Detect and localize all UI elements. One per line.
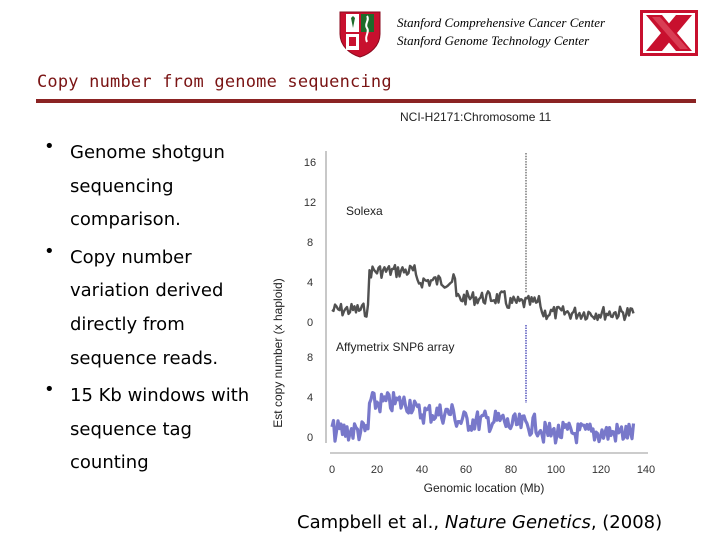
x-tick-label: 80 [505, 464, 517, 476]
copy-number-figure: NCI-H2171:Chromosome 11 Est copy number … [271, 110, 655, 495]
x-tick-label: 40 [416, 464, 428, 476]
solexa-tick-label: 4 [307, 277, 313, 289]
citation-journal: Nature Genetics [444, 512, 591, 533]
bullet-line: directly from [70, 313, 185, 335]
citation-suffix: , (2008) [590, 512, 663, 533]
snp6-ticks: 8 4 0 [307, 352, 313, 444]
bullet-line: variation derived [70, 280, 224, 302]
x-tick-label: 100 [547, 464, 565, 476]
solexa-ticks: 16 12 8 4 0 [304, 157, 316, 329]
figure-xlabel: Genomic location (Mb) [424, 481, 545, 495]
bullet-line: sequence reads. [70, 347, 219, 369]
bullet-item: • 15 Kb windows with sequence tag counti… [44, 379, 284, 480]
solexa-tick-label: 8 [307, 237, 313, 249]
snp6-tick-label: 4 [307, 392, 313, 404]
bullet-line: sequencing [70, 175, 174, 197]
solexa-tick-label: 16 [304, 157, 316, 169]
x-tick-label: 20 [371, 464, 383, 476]
stanford-shield-icon [339, 11, 381, 58]
x-tick-label: 140 [637, 464, 655, 476]
x-tick-label: 120 [592, 464, 610, 476]
title-divider [36, 99, 696, 103]
solexa-copy-number-trace [331, 263, 635, 322]
bullet-line: comparison. [70, 209, 181, 231]
bullet-dot-icon: • [44, 136, 55, 157]
snp6-tick-label: 8 [307, 352, 313, 364]
header-line-2: Stanford Genome Technology Center [397, 33, 590, 48]
x-tick-label: 60 [460, 464, 472, 476]
x-tick-label: 0 [329, 464, 335, 476]
header-institutions: Stanford Comprehensive Cancer Center Sta… [397, 14, 605, 50]
solexa-panel-label: Solexa [346, 204, 383, 218]
solexa-tick-label: 12 [304, 197, 316, 209]
snp6-panel-label: Affymetrix SNP6 array [336, 340, 454, 354]
header-line-1: Stanford Comprehensive Cancer Center [397, 15, 606, 30]
bullet-line: Copy number [70, 246, 192, 268]
bullet-line: sequence tag [70, 418, 192, 440]
citation: Campbell et al., Nature Genetics, (2008) [297, 512, 662, 533]
figure-title: NCI-H2171:Chromosome 11 [400, 110, 551, 124]
solexa-tick-label: 0 [307, 317, 313, 329]
citation-prefix: Campbell et al., [297, 512, 445, 533]
snp6-copy-number-trace [330, 391, 636, 445]
bullet-line: 15 Kb windows with [70, 385, 250, 407]
bullet-item: • Copy number variation derived directly… [44, 241, 284, 375]
bullet-line: Genome shotgun [70, 142, 225, 163]
bullet-dot-icon: • [44, 240, 55, 262]
bullet-dot-icon: • [44, 379, 55, 401]
x-ticks: 0 20 40 60 80 100 120 140 [329, 464, 655, 476]
snp6-tick-label: 0 [307, 432, 313, 444]
figure-ylabel: Est copy number (x haploid) [271, 278, 285, 427]
bullet-item: • Genome shotgun sequencing comparison. [44, 136, 284, 237]
slide-title: Copy number from genome sequencing [37, 72, 392, 92]
sgtc-x-logo-icon [640, 10, 698, 56]
bullet-list: • Genome shotgun sequencing comparison. … [44, 136, 284, 484]
bullet-line: counting [70, 452, 149, 474]
